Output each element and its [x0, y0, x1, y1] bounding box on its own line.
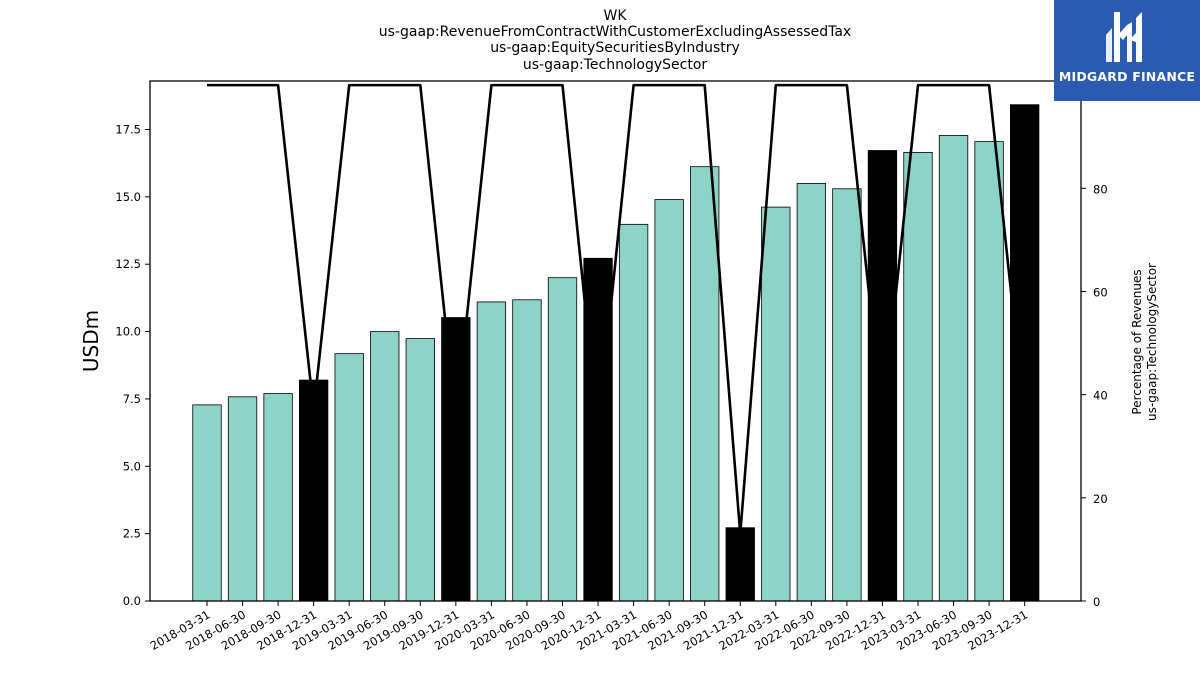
y2-tick-label: 60	[1093, 285, 1108, 299]
y2-tick-label: 80	[1093, 182, 1108, 196]
bar	[618, 223, 649, 602]
plot-border	[149, 80, 1082, 602]
title-line: us-gaap:TechnologySector	[523, 57, 708, 73]
bar	[1010, 104, 1040, 602]
bar	[725, 527, 755, 602]
title-line: WK	[603, 8, 627, 24]
bar	[476, 301, 507, 602]
y-tick-label: 5.0	[123, 459, 141, 473]
title-line: us-gaap:RevenueFromContractWithCustomerE…	[379, 24, 851, 40]
logo-mark-icon	[1106, 12, 1142, 62]
midgard-finance-logo: MIDGARD FINANCE	[1054, 0, 1200, 101]
bar	[938, 135, 969, 602]
line-series	[207, 83, 1026, 536]
y-axis-left: 0.0 2.5 5.0 7.5 10.0 12.5 15.0 17.5	[115, 122, 150, 608]
bar	[903, 151, 933, 602]
bar	[547, 277, 578, 602]
plot-frame	[149, 80, 1082, 602]
bar	[441, 317, 471, 602]
y-tick-label: 15.0	[115, 190, 141, 204]
bar	[192, 404, 222, 602]
x-axis: 2018-03-312018-06-302018-09-302018-12-31…	[148, 601, 1030, 653]
series-line	[207, 83, 1026, 536]
bar	[334, 353, 364, 602]
bar	[512, 299, 542, 602]
bar	[405, 338, 435, 602]
y-tick-label: 17.5	[115, 122, 141, 136]
bar-series	[192, 104, 1040, 602]
y2-axis-title-line: Percentage of Revenues	[1130, 269, 1144, 414]
bar	[867, 150, 898, 602]
logo-text: MIDGARD FINANCE	[1058, 69, 1196, 84]
y-axis-right: 020406080100	[1081, 79, 1115, 609]
y-tick-label: 12.5	[115, 257, 141, 271]
bar	[370, 331, 400, 602]
title-line: us-gaap:EquitySecuritiesByIndustry	[490, 40, 740, 56]
y2-tick-label: 40	[1093, 389, 1108, 403]
bar	[761, 206, 791, 602]
bar	[690, 166, 720, 602]
bar	[263, 393, 293, 602]
bar	[796, 182, 826, 602]
y-tick-label: 2.5	[123, 527, 141, 541]
bar	[974, 141, 1004, 602]
bar	[227, 396, 258, 602]
y2-tick-label: 0	[1093, 595, 1100, 609]
y-tick-label: 10.0	[115, 325, 141, 339]
y-tick-label: 0.0	[123, 594, 141, 608]
bar	[654, 199, 684, 602]
bar	[832, 188, 862, 602]
y2-tick-label: 20	[1093, 492, 1108, 506]
y-tick-label: 7.5	[123, 392, 141, 406]
y2-axis-title: Percentage of Revenues us-gaap:Technolog…	[1130, 263, 1159, 421]
y-axis-title: USDm	[79, 310, 103, 372]
bar	[298, 379, 329, 602]
y2-axis-title-line: us-gaap:TechnologySector	[1145, 263, 1159, 421]
chart-title: WK us-gaap:RevenueFromContractWithCustom…	[379, 8, 851, 73]
